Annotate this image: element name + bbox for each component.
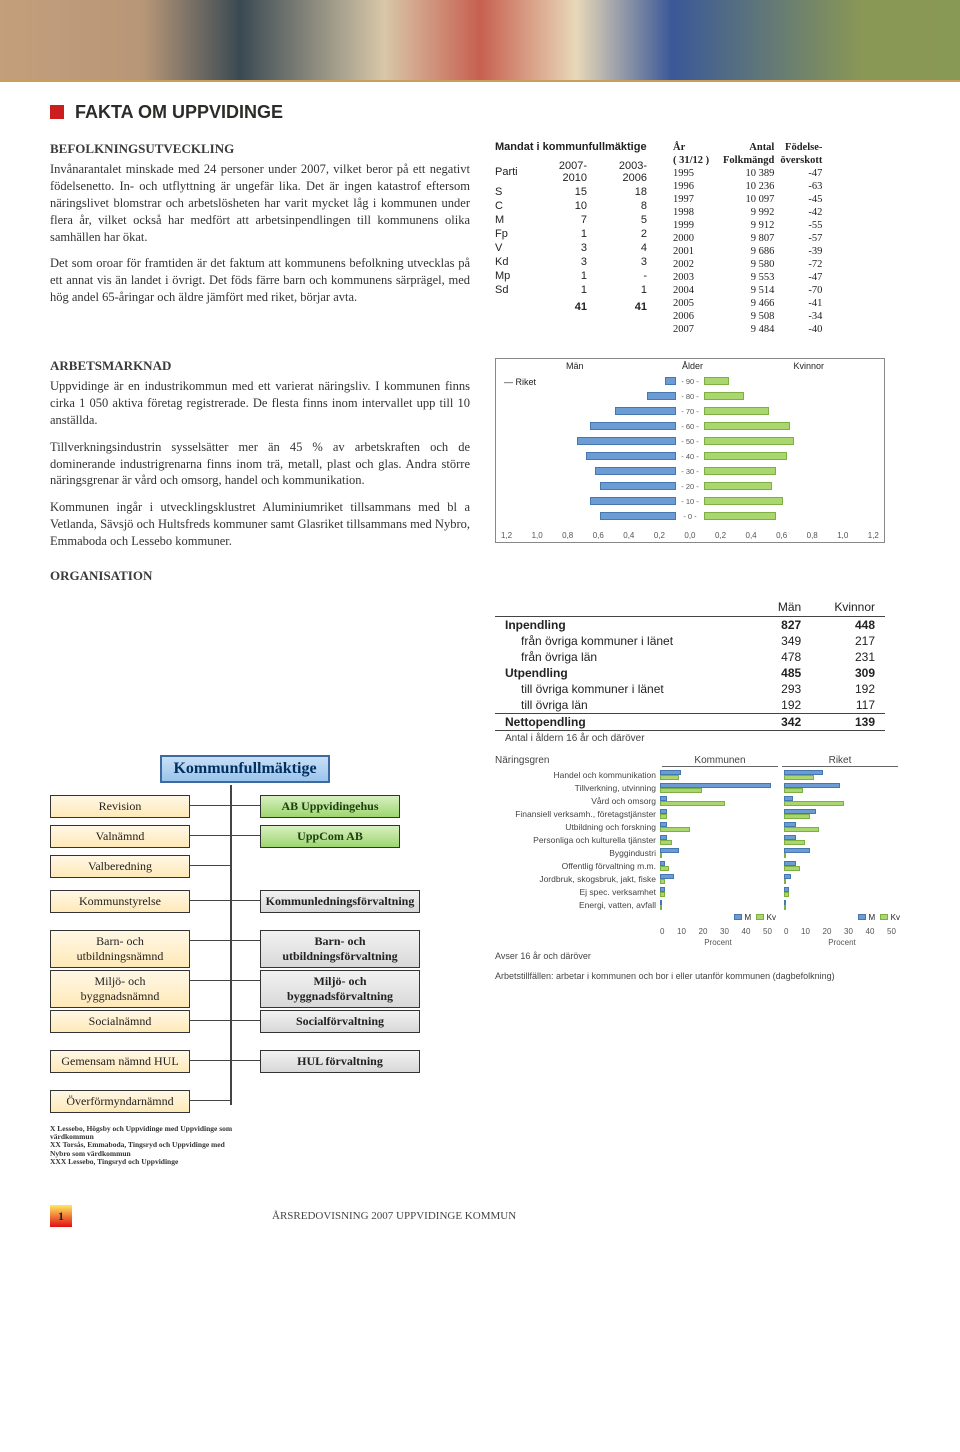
org-grey-4: HUL förvaltning: [260, 1050, 420, 1073]
arbetsmarknad-p3: Kommunen ingår i utvecklingsklustret Alu…: [50, 499, 470, 550]
organisation-chart: Kommunfullmäktige Revision Valnämnd Valber…: [50, 755, 470, 1175]
org-green-1: UppCom AB: [260, 825, 400, 848]
mandat-title: Mandat i kommunfullmäktige: [495, 141, 655, 153]
org-box-7: Gemensam nämnd HUL: [50, 1050, 190, 1073]
befolkning-p2: Det som oroar för framtiden är det faktu…: [50, 255, 470, 306]
org-grey-0: Kommunledningsförvaltning: [260, 890, 420, 913]
org-grey-2: Miljö- och byggnadsförvaltning: [260, 970, 420, 1008]
org-box-8: Överförmyndarnämnd: [50, 1090, 190, 1113]
naring-foot1: Avser 16 år och däröver: [495, 951, 900, 961]
org-box-4: Barn- och utbildningsnämnd: [50, 930, 190, 968]
heading-organisation: ORGANISATION: [50, 568, 470, 584]
org-box-5: Miljö- och byggnadsnämnd: [50, 970, 190, 1008]
org-box-2: Valberedning: [50, 855, 190, 878]
org-box-0: Revision: [50, 795, 190, 818]
org-footnotes: X Lessebo, Högsby och Uppvidinge med Upp…: [50, 1125, 240, 1166]
page-title: FAKTA OM UPPVIDINGE: [50, 102, 920, 123]
arbetsmarknad-p2: Tillverkningsindustrin sysselsätter mer …: [50, 439, 470, 490]
pendling-table: Män Kvinnor Inpendling827448från övriga …: [495, 598, 885, 745]
population-pyramid-chart: Män Ålder Kvinnor — Riket - 90 -- 80 -- …: [495, 358, 885, 543]
page-footer: 1 ÅRSREDOVISNING 2007 UPPVIDINGE KOMMUN: [0, 1195, 960, 1247]
org-box-3: Kommunstyrelse: [50, 890, 190, 913]
folkmangd-table: År Antal Födelse- ( 31/12 ) Folkmängd öv…: [673, 141, 828, 336]
heading-befolkning: BEFOLKNINGSUTVECKLING: [50, 141, 470, 157]
org-kommunfullmaktige: Kommunfullmäktige: [160, 755, 330, 783]
org-box-1: Valnämnd: [50, 825, 190, 848]
mandat-table: Parti 2007-2010 2003-2006 S1518C108M75Fp…: [495, 159, 655, 314]
arbetsmarknad-p1: Uppvidinge är en industrikommun med ett …: [50, 378, 470, 429]
naringsgren-chart: Näringsgren Kommunen Riket Handel och ko…: [495, 755, 900, 981]
page-number: 1: [50, 1205, 72, 1227]
naring-foot2: Arbetstillfällen: arbetar i kommunen och…: [495, 971, 900, 981]
heading-arbetsmarknad: ARBETSMARKNAD: [50, 358, 470, 374]
befolkning-p1: Invånarantalet minskade med 24 personer …: [50, 161, 470, 245]
footer-text: ÅRSREDOVISNING 2007 UPPVIDINGE KOMMUN: [272, 1210, 516, 1222]
org-grey-1: Barn- och utbildningsförvaltning: [260, 930, 420, 968]
org-green-0: AB Uppvidingehus: [260, 795, 400, 818]
org-box-6: Socialnämnd: [50, 1010, 190, 1033]
header-photo-strip: [0, 0, 960, 82]
title-bullet-icon: [50, 105, 64, 119]
org-grey-3: Socialförvaltning: [260, 1010, 420, 1033]
